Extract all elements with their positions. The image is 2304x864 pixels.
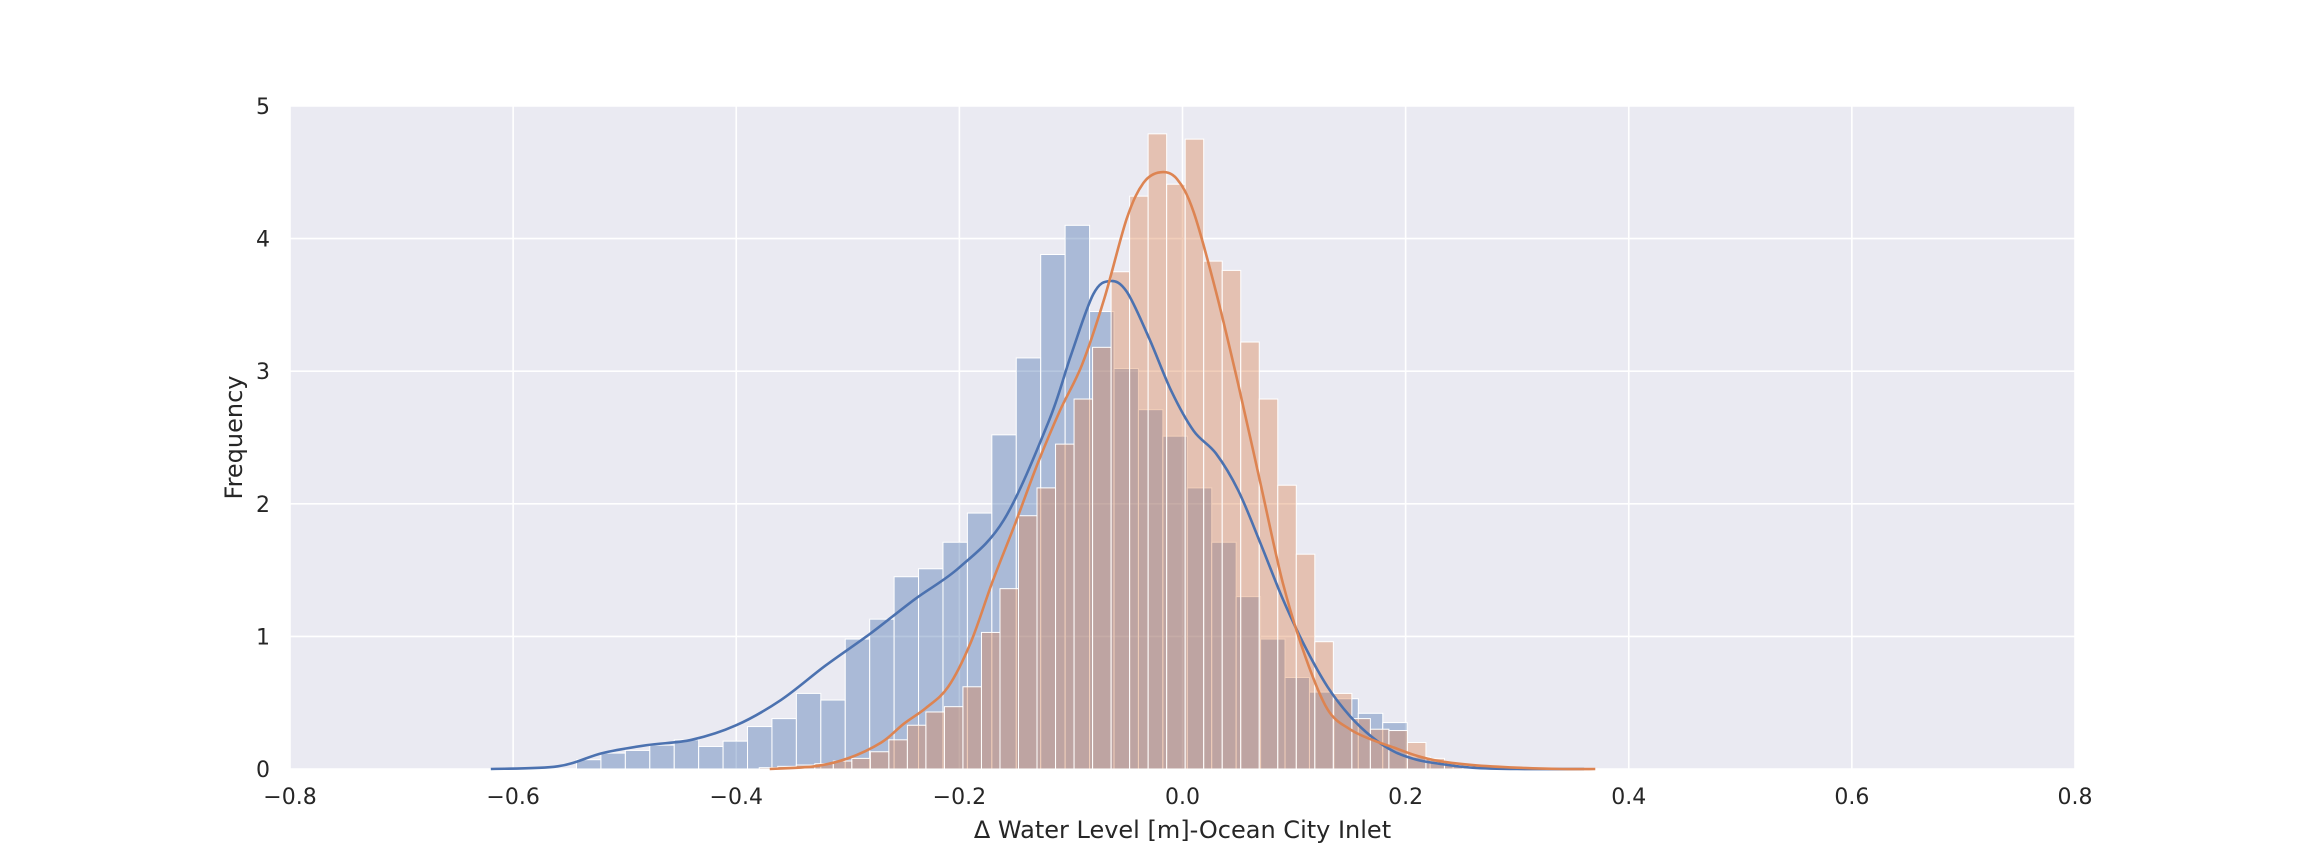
- histogram-bar-series-2: [1055, 443, 1075, 770]
- histogram-bar-series-1: [698, 745, 724, 770]
- histogram-bar-series-2: [1221, 269, 1242, 770]
- histogram-bar-series-2: [869, 751, 890, 770]
- x-tick-label: 0.6: [1834, 785, 1869, 810]
- histogram-bar-series-2: [1036, 487, 1057, 770]
- histogram-bar-series-2: [999, 588, 1020, 770]
- histogram-bar-series-2: [1166, 183, 1186, 770]
- kde-line-series-2: [769, 170, 1596, 771]
- histogram-bar-series-1: [991, 434, 1017, 770]
- histogram-bar-series-1: [893, 576, 920, 770]
- histogram-bar-series-2: [925, 711, 945, 770]
- histogram-bar-series-1: [747, 726, 773, 770]
- kde-curves: [490, 170, 1596, 771]
- histogram-bar-series-1: [918, 568, 944, 770]
- histogram-bar-series-2: [1277, 484, 1297, 770]
- y-axis-label: Frequency: [220, 376, 248, 500]
- histogram-bar-series-1: [1040, 254, 1066, 770]
- histogram-bar-series-2: [1258, 398, 1279, 770]
- x-axis-label: Δ Water Level [m]-Ocean City Inlet: [974, 816, 1391, 844]
- histogram-bar-series-1: [624, 749, 651, 770]
- histogram-bar-series-1: [771, 718, 797, 770]
- x-axis-ticks: −0.8 −0.6 −0.4 −0.2 0.0 0.2 0.4 0.6 0.8: [263, 785, 2092, 810]
- histogram-bar-series-1: [649, 744, 675, 770]
- histogram-bar-series-1: [600, 752, 626, 770]
- x-tick-label: 0.0: [1165, 785, 1200, 810]
- y-tick-label: 3: [256, 360, 270, 385]
- x-tick-label: −0.2: [933, 785, 986, 810]
- x-tick-label: 0.4: [1611, 785, 1646, 810]
- histogram-bar-series-2: [906, 724, 927, 770]
- histogram-bars: [575, 133, 1501, 770]
- histogram-bar-series-2: [962, 686, 982, 770]
- x-tick-label: 0.2: [1388, 785, 1423, 810]
- x-tick-label: −0.4: [710, 785, 763, 810]
- histogram-bar-series-1: [1137, 409, 1164, 770]
- y-tick-label: 0: [256, 758, 270, 783]
- histogram-bar-series-2: [1018, 515, 1038, 770]
- histogram-bar-series-1: [1211, 541, 1237, 770]
- x-tick-label: −0.6: [486, 785, 539, 810]
- histogram-bar-series-1: [844, 638, 871, 770]
- x-tick-label: −0.8: [263, 785, 316, 810]
- histogram-bar-series-1: [869, 618, 895, 770]
- histogram-bar-series-2: [980, 631, 1001, 770]
- histogram-bar-series-2: [1110, 271, 1131, 770]
- histogram-bar-series-1: [820, 699, 846, 770]
- histogram-bar-series-2: [943, 706, 964, 770]
- y-tick-label: 1: [256, 625, 270, 650]
- histogram-bar-series-1: [1260, 638, 1286, 770]
- y-tick-label: 5: [256, 95, 270, 120]
- histogram-bar-series-2: [1092, 346, 1112, 770]
- histogram-bar-series-1: [722, 740, 749, 770]
- histogram-bar-series-2: [1332, 692, 1353, 770]
- histogram-bar-series-2: [1369, 728, 1390, 770]
- y-axis-ticks: 0 1 2 3 4 5: [256, 95, 270, 783]
- y-tick-label: 4: [256, 228, 270, 253]
- histogram-bar-series-1: [1235, 596, 1262, 770]
- histogram-bar-series-1: [1284, 677, 1310, 770]
- x-tick-label: 0.8: [2058, 785, 2093, 810]
- histogram-bar-series-2: [1129, 195, 1149, 770]
- y-tick-label: 2: [256, 493, 270, 518]
- histogram-bar-series-2: [1073, 398, 1094, 770]
- histogram-bar-series-2: [888, 739, 908, 770]
- histogram-bar-series-1: [795, 692, 822, 770]
- histogram-bar-series-2: [851, 757, 871, 770]
- histogram-bar-series-2: [1147, 133, 1168, 770]
- histogram-bar-series-1: [673, 739, 700, 770]
- histogram-bar-series-2: [1203, 260, 1223, 770]
